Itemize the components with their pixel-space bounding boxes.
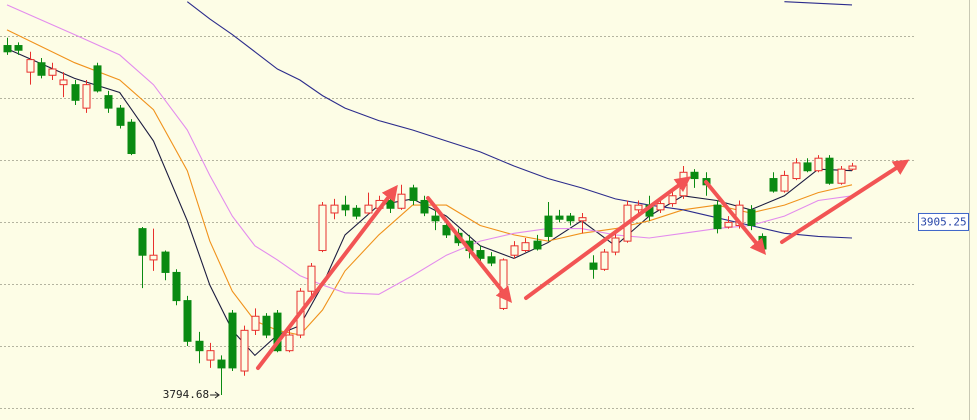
candle-body <box>487 256 496 264</box>
candle-body <box>510 245 519 256</box>
candle-body <box>555 215 564 220</box>
grid <box>0 36 915 409</box>
candle-body <box>499 259 508 309</box>
candle-body <box>59 79 68 86</box>
price-marker-label: 3905.25 <box>920 215 966 228</box>
candle-body <box>206 350 215 361</box>
candle-body <box>14 45 23 51</box>
candle-body <box>48 68 57 76</box>
candle-body <box>26 59 35 73</box>
candle-body <box>634 204 643 211</box>
candle-body <box>262 315 271 336</box>
candle-body <box>747 209 756 226</box>
candle-body <box>724 221 733 228</box>
candle-body <box>566 215 575 222</box>
candle-body <box>307 265 316 292</box>
candle-body <box>589 262 598 270</box>
candle-body <box>690 171 699 180</box>
candle-body <box>431 215 440 222</box>
candle-body <box>240 329 249 372</box>
candle-body <box>769 178 778 192</box>
candle-body <box>442 224 451 236</box>
low-price-pointer-head <box>214 391 220 399</box>
candle-body <box>3 45 12 53</box>
ma-line <box>784 1 853 6</box>
candle-body <box>251 315 260 331</box>
candle-body <box>161 251 170 273</box>
candle-body <box>138 228 147 256</box>
candle-body <box>228 312 237 369</box>
candle-body <box>71 84 80 101</box>
candle-body <box>195 340 204 352</box>
candle-body <box>668 195 677 205</box>
candle-body <box>611 237 620 253</box>
candle-body <box>420 199 429 214</box>
ma-line <box>6 29 853 336</box>
candle-body <box>217 359 226 369</box>
candle-body <box>397 193 406 209</box>
candle-body <box>521 242 530 252</box>
candle-body <box>273 312 282 352</box>
ma-line <box>6 4 853 295</box>
candle-body <box>600 251 609 270</box>
low-price-label: 3794.68 <box>163 388 209 401</box>
candle-body <box>116 107 125 126</box>
candle-body <box>82 84 91 109</box>
arrow <box>524 176 692 300</box>
candle-body <box>578 217 587 222</box>
candle-body <box>713 204 722 230</box>
arrow <box>256 184 398 370</box>
candle-body <box>318 204 327 252</box>
candle-body <box>780 174 789 192</box>
candle-body <box>330 204 339 214</box>
price-marker-box <box>918 212 969 231</box>
candle-body <box>386 199 395 209</box>
candle-body <box>476 250 485 259</box>
labels: 3794.68 3905.25 <box>163 212 969 401</box>
candle-body <box>104 95 113 109</box>
arrow <box>426 196 512 303</box>
candle-body <box>352 207 361 217</box>
candle-body <box>814 157 823 172</box>
candle-body <box>172 271 181 302</box>
candle-body <box>127 121 136 155</box>
candle-body <box>848 165 857 170</box>
arrow <box>704 180 767 255</box>
candle-body <box>837 168 846 184</box>
candle-body <box>341 204 350 211</box>
candle-body <box>183 300 192 342</box>
candle-body <box>533 240 542 250</box>
candle-body <box>792 162 801 180</box>
candle-body <box>803 162 812 172</box>
arrow <box>780 159 910 244</box>
candles <box>3 37 857 395</box>
candle-body <box>656 203 665 211</box>
candle-body <box>825 157 834 184</box>
candle-body <box>409 187 418 201</box>
candle-body <box>285 334 294 352</box>
candle-body <box>37 62 46 76</box>
annotation-arrows <box>256 159 910 370</box>
candle-body <box>149 254 158 261</box>
candle-body <box>544 215 553 237</box>
candle-body <box>364 204 373 214</box>
candle-body <box>93 65 102 92</box>
